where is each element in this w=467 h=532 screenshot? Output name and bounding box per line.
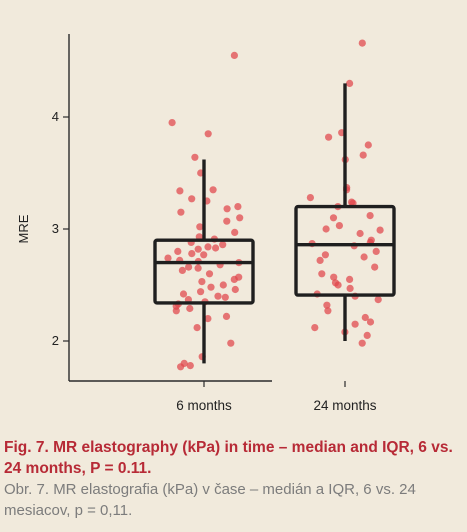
data-point: [223, 217, 231, 225]
data-point: [358, 339, 366, 347]
y-axis-label: MRE: [16, 214, 31, 243]
data-point: [185, 263, 193, 271]
data-point: [196, 223, 204, 231]
data-point: [204, 130, 212, 138]
data-point: [329, 214, 338, 222]
data-point: [363, 331, 371, 339]
data-point: [360, 253, 368, 261]
data-point: [311, 324, 319, 332]
data-point: [198, 278, 206, 286]
y-tick-label: 2: [52, 333, 59, 348]
data-point: [221, 293, 229, 301]
data-point: [164, 254, 172, 262]
data-point: [318, 270, 326, 278]
data-point: [234, 203, 242, 211]
caption-slovak: Obr. 7. MR elastografia (kPa) v čase – m…: [4, 481, 416, 519]
data-point: [351, 320, 359, 328]
data-point: [204, 315, 212, 323]
y-tick-label: 4: [52, 109, 59, 124]
iqr-box: [153, 238, 255, 305]
data-point: [359, 151, 367, 159]
data-point: [230, 51, 238, 60]
data-point: [212, 244, 220, 252]
data-point: [346, 79, 354, 87]
data-point: [316, 256, 324, 264]
data-point: [321, 251, 329, 259]
data-point: [193, 324, 201, 332]
data-point: [374, 296, 382, 304]
x-tick-label: 6 months: [176, 398, 232, 413]
data-point: [194, 245, 202, 253]
data-point: [178, 266, 186, 274]
data-point: [346, 284, 354, 292]
data-point: [219, 241, 227, 249]
data-point: [176, 187, 184, 195]
data-point: [376, 226, 384, 234]
data-point: [335, 222, 343, 230]
data-point: [324, 307, 332, 315]
data-point: [334, 281, 342, 289]
data-point: [219, 281, 227, 289]
data-point: [230, 275, 238, 283]
data-point: [179, 290, 188, 298]
data-point: [364, 141, 372, 149]
data-point: [204, 243, 212, 251]
data-point: [361, 313, 369, 322]
data-point: [371, 263, 379, 271]
x-tick-label: 24 months: [313, 398, 376, 413]
data-point: [236, 214, 244, 222]
data-point: [197, 288, 205, 296]
data-point: [366, 318, 375, 326]
data-point: [186, 304, 194, 313]
data-point: [231, 285, 239, 294]
data-point: [207, 283, 215, 291]
data-point: [177, 363, 185, 371]
data-point: [325, 133, 333, 141]
data-point: [191, 153, 199, 161]
data-point: [168, 119, 176, 127]
data-point: [188, 195, 196, 203]
figure-caption: Fig. 7. MR elastography (kPa) in time – …: [4, 437, 464, 521]
data-point: [323, 301, 331, 309]
data-point: [306, 194, 314, 202]
data-point: [200, 251, 208, 259]
data-point: [177, 208, 185, 216]
data-point: [231, 228, 239, 236]
data-point: [214, 292, 222, 300]
data-point: [223, 205, 231, 213]
data-point: [174, 247, 182, 255]
data-point: [188, 250, 196, 258]
data-point: [227, 339, 235, 347]
data-point: [209, 186, 217, 194]
data-point: [222, 312, 231, 320]
data-point: [186, 362, 194, 370]
data-point: [330, 273, 338, 281]
iqr-box: [294, 204, 396, 297]
box-plot: 2 3 4 MRE 6 months 24 months: [16, 34, 396, 413]
data-point: [322, 225, 330, 233]
data-point: [346, 275, 354, 283]
caption-english: Fig. 7. MR elastography (kPa) in time – …: [4, 439, 453, 477]
data-point: [366, 212, 374, 220]
data-point: [172, 307, 180, 315]
data-point: [358, 39, 366, 47]
data-point: [356, 229, 364, 238]
data-point: [372, 247, 380, 255]
y-tick-label: 3: [52, 221, 59, 236]
data-point: [205, 270, 214, 278]
data-point: [194, 264, 202, 272]
